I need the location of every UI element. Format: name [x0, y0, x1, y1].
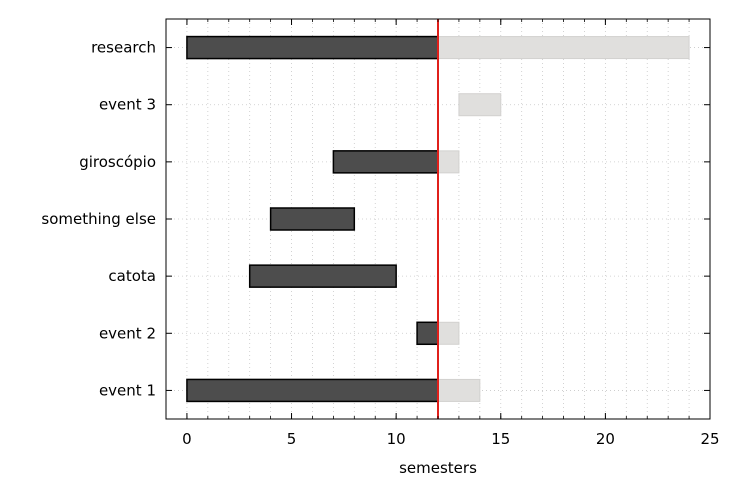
bar-remaining — [458, 93, 502, 117]
y-tick-label: event 1 — [99, 381, 156, 399]
x-tick-label: 15 — [491, 430, 510, 448]
x-tick-label: 25 — [700, 430, 719, 448]
ticks — [166, 19, 711, 419]
y-tick-label: event 2 — [99, 324, 156, 342]
x-tick-label: 10 — [387, 430, 406, 448]
x-tick-label: 0 — [182, 430, 192, 448]
bar-remaining — [437, 321, 460, 345]
y-tick-label: event 3 — [99, 96, 156, 114]
bar-remaining — [437, 378, 481, 402]
y-tick-label: research — [91, 39, 156, 57]
bar-done — [186, 35, 439, 60]
bar-done — [248, 264, 397, 288]
y-tick-label: something else — [41, 210, 156, 228]
bar-done — [416, 321, 439, 346]
bar-done — [269, 207, 356, 231]
bar-done — [332, 150, 439, 174]
bar-remaining — [437, 150, 460, 174]
y-tick-label: giroscópio — [79, 153, 156, 171]
x-axis-label: semesters — [399, 459, 477, 477]
x-tick-label: 5 — [287, 430, 297, 448]
y-tick-label: catota — [108, 267, 156, 285]
labels: research event 3 giroscópio something else c… — [41, 39, 719, 448]
bar-remaining — [437, 36, 690, 60]
bar-done — [186, 378, 439, 403]
x-tick-label: 20 — [596, 430, 615, 448]
